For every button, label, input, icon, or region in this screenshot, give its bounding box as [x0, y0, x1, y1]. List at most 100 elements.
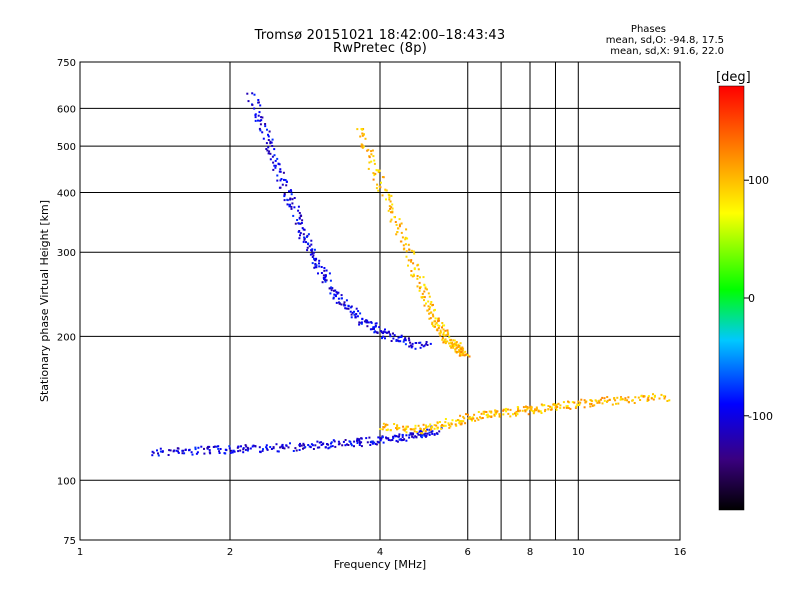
- data-point: [218, 452, 221, 454]
- data-point: [421, 432, 424, 435]
- colorbar-tick-label: -100: [748, 410, 773, 423]
- data-point: [293, 206, 296, 209]
- data-point: [175, 449, 178, 452]
- data-point: [237, 445, 240, 448]
- data-point: [410, 249, 413, 252]
- data-point: [410, 346, 413, 349]
- data-point: [331, 445, 334, 448]
- data-point: [454, 343, 457, 346]
- data-point: [337, 440, 340, 443]
- data-point: [301, 219, 304, 222]
- data-point: [322, 442, 325, 445]
- data-point: [422, 345, 425, 348]
- data-point: [485, 411, 488, 413]
- data-point: [194, 446, 197, 449]
- data-point: [650, 397, 653, 400]
- data-point: [407, 264, 409, 267]
- data-point: [384, 425, 387, 428]
- data-point: [382, 330, 385, 333]
- data-point: [430, 301, 433, 303]
- data-point: [386, 428, 389, 431]
- data-point: [517, 408, 519, 411]
- data-point: [487, 414, 489, 417]
- data-point: [436, 427, 439, 430]
- data-point: [316, 440, 319, 443]
- data-point: [279, 179, 282, 182]
- data-point: [444, 424, 447, 427]
- data-point: [412, 250, 415, 253]
- data-point: [350, 316, 353, 319]
- data-point: [299, 234, 301, 237]
- data-point: [464, 353, 467, 356]
- data-point: [372, 172, 375, 175]
- data-point: [324, 276, 327, 279]
- data-point: [396, 231, 399, 234]
- data-point: [328, 446, 331, 449]
- data-point: [419, 434, 422, 436]
- data-point: [423, 433, 426, 436]
- data-point: [344, 304, 347, 307]
- data-point: [269, 140, 272, 143]
- data-point: [381, 428, 384, 431]
- data-point: [550, 406, 553, 409]
- data-point: [426, 344, 429, 346]
- data-point: [358, 439, 361, 441]
- data-point: [547, 408, 550, 411]
- data-point: [370, 440, 373, 443]
- data-point: [318, 265, 321, 268]
- data-point: [450, 338, 453, 341]
- data-point: [435, 322, 438, 324]
- data-point: [488, 415, 491, 418]
- data-point: [434, 317, 437, 320]
- data-point: [167, 454, 170, 456]
- data-point: [386, 331, 389, 334]
- data-point: [337, 291, 340, 294]
- data-point: [313, 266, 316, 269]
- data-point: [257, 99, 260, 101]
- data-point: [323, 267, 326, 269]
- data-point: [385, 189, 388, 192]
- data-point: [224, 452, 227, 455]
- data-point: [272, 446, 275, 449]
- data-point: [408, 248, 411, 251]
- data-point: [257, 119, 259, 122]
- data-point: [310, 243, 313, 246]
- data-point: [414, 424, 417, 427]
- data-point: [526, 407, 529, 410]
- data-point: [382, 335, 385, 338]
- data-point: [299, 232, 302, 235]
- data-point: [388, 198, 391, 201]
- data-point: [392, 435, 395, 438]
- data-point: [382, 426, 385, 428]
- data-point: [451, 419, 454, 422]
- data-point: [312, 254, 315, 257]
- data-point: [429, 311, 432, 314]
- data-point: [298, 217, 301, 220]
- data-point: [438, 421, 441, 423]
- data-point: [364, 137, 367, 140]
- data-point: [658, 397, 661, 400]
- data-point: [386, 423, 389, 426]
- data-point: [485, 414, 488, 417]
- data-point: [530, 406, 533, 409]
- data-point: [619, 398, 622, 401]
- data-point: [427, 425, 430, 428]
- data-point: [396, 339, 399, 342]
- data-point: [371, 149, 374, 152]
- data-point: [461, 349, 464, 352]
- data-point: [405, 255, 408, 258]
- data-point: [468, 355, 471, 358]
- data-point: [392, 437, 395, 439]
- data-point: [309, 253, 312, 256]
- data-point: [360, 145, 363, 148]
- data-point: [396, 428, 398, 431]
- data-point: [476, 417, 479, 420]
- data-point: [462, 347, 465, 350]
- y-tick-label: 500: [57, 142, 76, 153]
- data-point: [428, 433, 431, 436]
- data-point: [320, 444, 323, 446]
- data-point: [431, 426, 434, 428]
- data-point: [394, 435, 397, 438]
- data-point: [251, 103, 254, 106]
- data-point: [456, 419, 459, 421]
